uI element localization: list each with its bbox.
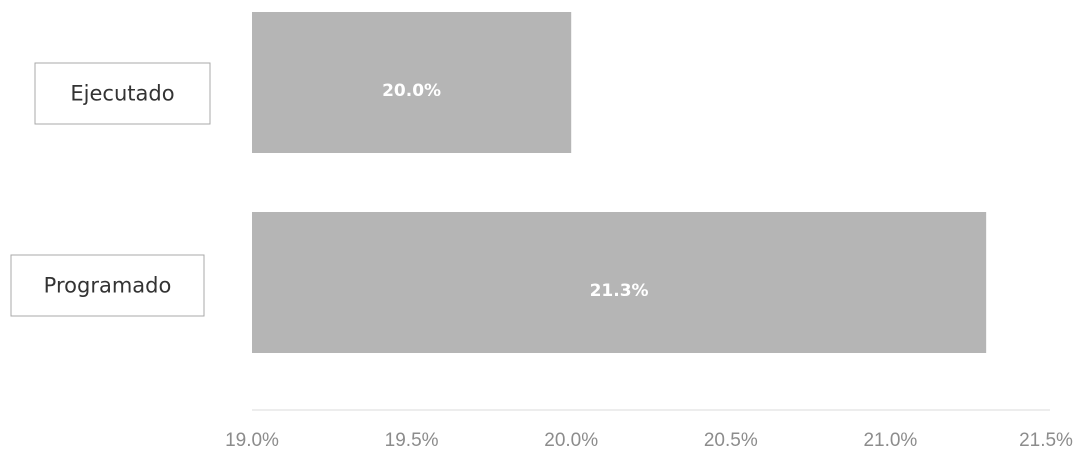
x-tick-label: 19.0%: [225, 430, 279, 451]
x-tick-label: 20.5%: [704, 430, 758, 451]
category-labels-group: Ejecutado Programado: [10, 62, 211, 317]
category-label-programado: Programado: [44, 274, 172, 298]
category-label-ejecutado: Ejecutado: [70, 82, 174, 106]
x-tick-label: 20.0%: [544, 430, 598, 451]
x-tick-label: 19.5%: [385, 430, 439, 451]
data-label-ejecutado: 20.0%: [382, 81, 441, 101]
bar-labels-group: 20.0% 21.3%: [382, 81, 648, 301]
x-tick-labels-group: 19.0% 19.5% 20.0% 20.5% 21.0% 21.5%: [225, 430, 1073, 451]
data-label-programado: 21.3%: [590, 281, 649, 301]
bar-programado: [252, 212, 987, 353]
x-tick-label: 21.5%: [1019, 430, 1073, 451]
bars-group: [252, 12, 987, 353]
x-tick-label: 21.0%: [863, 430, 917, 451]
category-box-programado: [10, 254, 205, 317]
bar-ejecutado: [252, 12, 572, 153]
category-box-ejecutado: [34, 62, 211, 125]
